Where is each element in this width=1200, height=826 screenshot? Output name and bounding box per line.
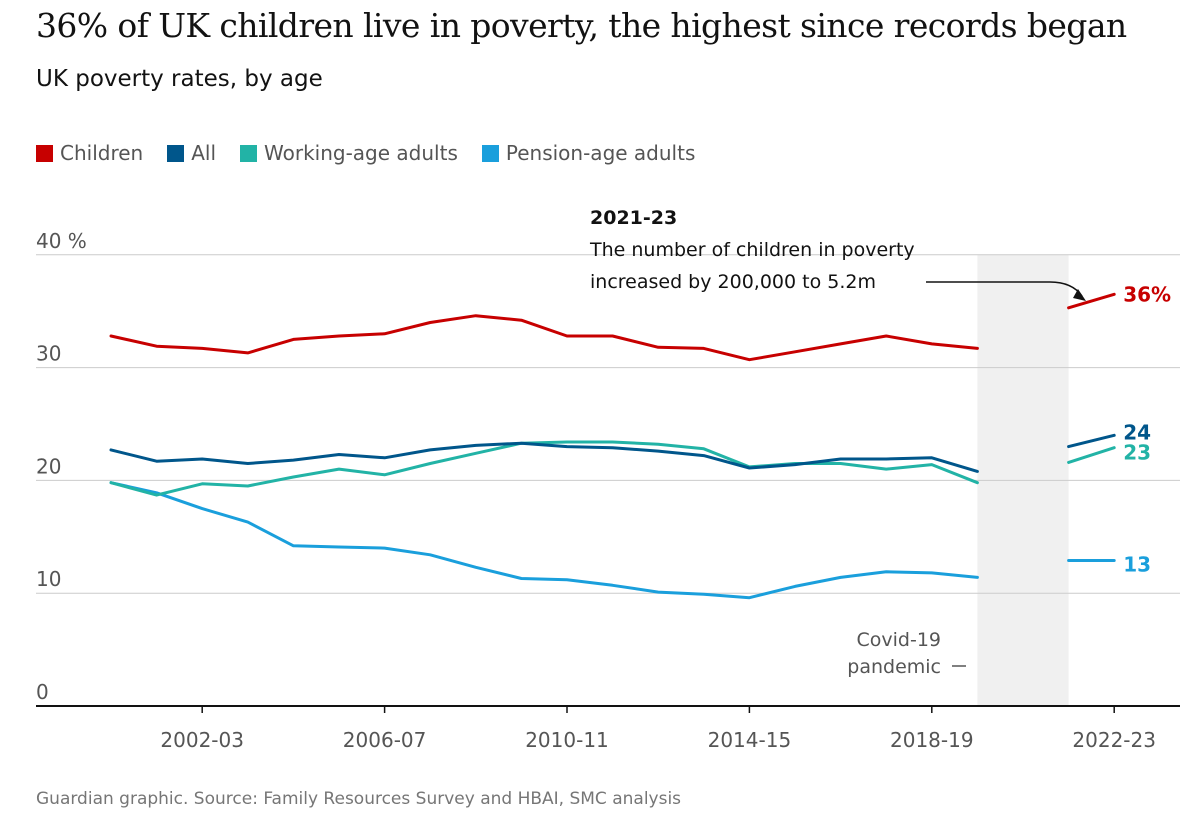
legend-swatch (240, 144, 258, 162)
series-lines (109, 292, 1116, 600)
legend-item: All (167, 141, 216, 165)
y-tick-label: 40 % (36, 229, 87, 253)
x-tick-label: 2006-07 (343, 728, 427, 752)
covid-label-line-2: pandemic (847, 656, 941, 678)
x-tick-label: 2010-11 (525, 728, 609, 752)
covid-label-line-1: Covid-19 (856, 629, 941, 651)
legend-swatch (36, 144, 53, 162)
y-tick-label: 0 (36, 680, 49, 704)
end-label-pension-age-adults: 13 (1123, 552, 1151, 576)
end-label-children: 36% (1123, 282, 1171, 306)
x-tick-label: 2002-03 (160, 728, 244, 752)
legend-item: Pension-age adults (481, 141, 696, 165)
y-tick-label: 20 (36, 454, 61, 478)
series-line-all (1067, 433, 1116, 449)
series-line-children (1067, 292, 1116, 310)
legend-label: Pension-age adults (505, 141, 696, 165)
annotation-line-2: increased by 200,000 to 5.2m (590, 271, 876, 293)
legend-label: Children (60, 141, 144, 165)
series-line-children (109, 314, 979, 362)
labels: 0 10 20 30 40 % 2002-03 2006-07 2010-11 2014-15 2… (36, 207, 1171, 752)
annotation-arrow-head (1073, 289, 1086, 301)
x-tick-label: 2018-19 (890, 728, 974, 752)
series-line-all (109, 441, 979, 473)
chart-subtitle: UK poverty rates, by age (36, 66, 323, 92)
legend: Children All Working-age adults Pension-age… (36, 141, 695, 165)
legend-label: Working-age adults (264, 141, 458, 165)
end-label-working-age-adults: 23 (1123, 441, 1151, 465)
legend-item: Working-age adults (240, 141, 458, 165)
y-tick-label: 30 (36, 342, 61, 366)
end-label-all: 24 (1123, 420, 1151, 444)
gridlines (36, 254, 1180, 713)
series-line-working-age-adults (1067, 446, 1116, 464)
series-line-pension-age-adults (109, 481, 979, 600)
y-tick-label: 10 (36, 567, 61, 591)
x-tick-label: 2014-15 (708, 728, 792, 752)
legend-label: All (191, 141, 217, 165)
annotation-heading: 2021-23 (590, 207, 677, 229)
source-note: Guardian graphic. Source: Family Resourc… (36, 789, 682, 809)
legend-swatch (167, 144, 185, 162)
legend-swatch (481, 144, 499, 162)
x-tick-label: 2022-23 (1072, 728, 1156, 752)
series-line-working-age-adults (109, 440, 979, 497)
legend-item: Children (36, 141, 143, 165)
annotation-line-1: The number of children in poverty (589, 239, 915, 261)
chart-title: 36% of UK children live in poverty, the … (36, 6, 1127, 45)
